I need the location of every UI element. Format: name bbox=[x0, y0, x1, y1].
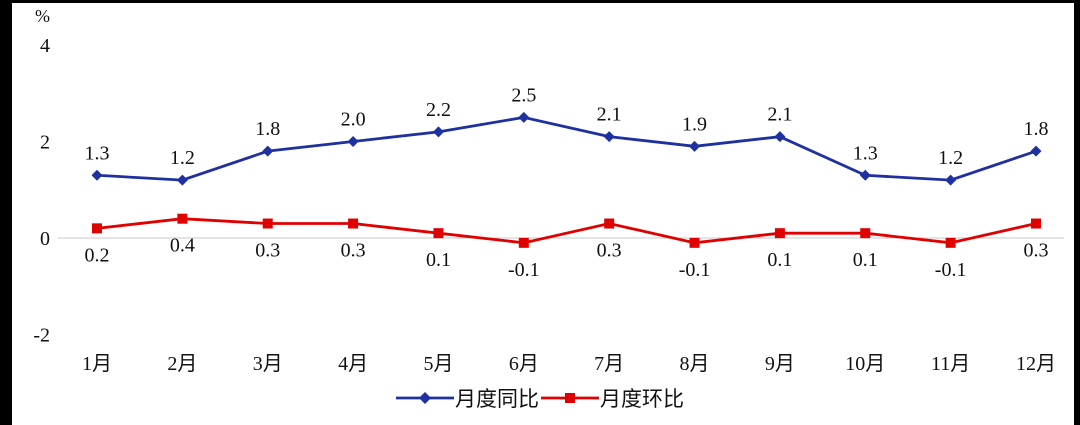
data-label: 1.9 bbox=[682, 113, 707, 135]
square-marker-icon bbox=[774, 228, 785, 239]
data-label: 1.2 bbox=[170, 147, 195, 169]
square-marker-icon bbox=[689, 237, 700, 248]
x-axis-label: 5月 bbox=[423, 353, 453, 375]
data-label: 2.1 bbox=[597, 104, 622, 126]
square-marker-icon bbox=[262, 218, 273, 229]
series-line-1 bbox=[96, 217, 1037, 245]
y-tick-label: 0 bbox=[40, 228, 50, 250]
x-axis-label: 6月 bbox=[509, 353, 539, 375]
yoy-legend-label: 月度同比 bbox=[455, 387, 539, 411]
data-label: 1.8 bbox=[255, 118, 280, 140]
x-axis-label: 3月 bbox=[253, 353, 283, 375]
right-black-bar bbox=[1074, 0, 1080, 425]
square-marker-icon bbox=[433, 228, 444, 239]
data-label: 0.3 bbox=[255, 240, 280, 262]
yoy-legend-marker-icon bbox=[396, 390, 454, 406]
left-black-bar bbox=[0, 0, 12, 425]
data-label: 0.4 bbox=[170, 235, 195, 257]
data-label: 0.3 bbox=[597, 240, 622, 262]
data-label: 0.1 bbox=[426, 249, 451, 271]
data-label: 0.2 bbox=[85, 244, 110, 266]
diamond-marker-icon bbox=[518, 111, 530, 123]
legend-item-mom: 月度环比 bbox=[541, 383, 684, 413]
x-axis-label: 11月 bbox=[931, 353, 970, 375]
legend-item-yoy: 月度同比 bbox=[396, 383, 539, 413]
data-label: -0.1 bbox=[935, 259, 967, 281]
diamond-marker-icon bbox=[774, 131, 786, 143]
y-tick-label: -2 bbox=[33, 325, 50, 347]
y-tick-label: 4 bbox=[40, 35, 50, 57]
chart-legend: 月度同比 月度环比 bbox=[0, 383, 1080, 413]
y-tick-label: 2 bbox=[40, 132, 50, 154]
data-label: 1.3 bbox=[853, 142, 878, 164]
data-label: -0.1 bbox=[679, 259, 711, 281]
x-axis-label: 9月 bbox=[765, 353, 795, 375]
data-label: 1.8 bbox=[1024, 118, 1049, 140]
x-axis-label: 4月 bbox=[338, 353, 368, 375]
square-marker-icon bbox=[92, 223, 102, 234]
square-marker-icon bbox=[518, 237, 529, 248]
square-marker-icon bbox=[177, 213, 188, 224]
diamond-marker-icon bbox=[689, 140, 701, 152]
data-label: -0.1 bbox=[508, 259, 540, 281]
diamond-marker-icon bbox=[262, 145, 274, 157]
square-marker-icon bbox=[1031, 218, 1041, 229]
data-label: 2.2 bbox=[426, 99, 451, 121]
x-axis-label: 1月 bbox=[82, 353, 112, 375]
diamond-marker-icon bbox=[347, 136, 359, 147]
square-marker-icon bbox=[604, 218, 615, 229]
diamond-marker-icon bbox=[945, 174, 957, 186]
diamond-marker-icon bbox=[176, 174, 188, 186]
mom-legend-label: 月度环比 bbox=[600, 387, 684, 411]
data-label: 1.2 bbox=[938, 147, 963, 169]
y-axis-unit: % bbox=[35, 6, 50, 26]
data-label: 2.1 bbox=[767, 104, 792, 126]
data-label: 0.3 bbox=[1024, 240, 1049, 262]
square-marker-icon bbox=[945, 237, 956, 248]
x-axis-label: 2月 bbox=[167, 353, 197, 375]
data-label: 2.0 bbox=[341, 109, 366, 131]
top-border bbox=[0, 0, 1080, 3]
square-marker-icon bbox=[348, 218, 359, 229]
x-axis-label: 12月 bbox=[1016, 353, 1056, 375]
diamond-marker-icon bbox=[859, 169, 871, 181]
data-label: 0.3 bbox=[341, 240, 366, 262]
data-label: 1.3 bbox=[85, 142, 110, 164]
x-axis-label: 7月 bbox=[594, 353, 624, 375]
diamond-marker-icon bbox=[603, 131, 615, 143]
diamond-marker-icon bbox=[91, 169, 103, 181]
x-axis-label: 8月 bbox=[680, 353, 710, 375]
diamond-marker-icon bbox=[1030, 145, 1042, 157]
data-label: 0.1 bbox=[767, 249, 792, 271]
square-marker-icon bbox=[860, 228, 871, 239]
mom-legend-marker-icon bbox=[541, 390, 599, 406]
data-label: 0.1 bbox=[853, 249, 878, 271]
data-label: 2.5 bbox=[511, 84, 536, 106]
series-line-0 bbox=[96, 115, 1037, 182]
x-axis-label: 10月 bbox=[845, 353, 885, 375]
diamond-marker-icon bbox=[432, 126, 444, 138]
